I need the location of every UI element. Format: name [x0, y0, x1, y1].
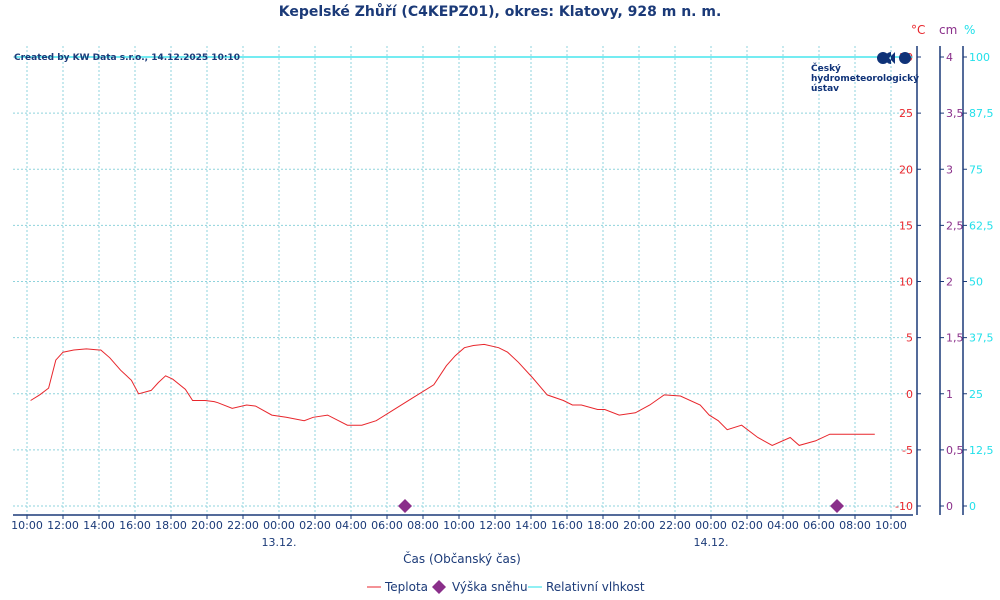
x-tick-label: 06:00 [371, 519, 403, 532]
x-tick-label: 14:00 [515, 519, 547, 532]
y-tick-label: 4 [946, 51, 953, 64]
x-tick-label: 04:00 [335, 519, 367, 532]
y-tick-label: 0 [969, 500, 976, 513]
x-tick-label: 14:00 [83, 519, 115, 532]
legend-snow-swatch [432, 580, 446, 594]
y-tick-label: 1 [946, 388, 953, 401]
x-tick-label: 22:00 [227, 519, 259, 532]
y-axis-unit: cm [939, 23, 957, 37]
x-tick-label: 12:00 [47, 519, 79, 532]
x-tick-label: 12:00 [479, 519, 511, 532]
y-tick-label: 12,5 [969, 444, 994, 457]
y-tick-label: -10 [895, 500, 913, 513]
x-tick-label: 20:00 [623, 519, 655, 532]
logo-text: hydrometeorologický [811, 74, 919, 84]
x-tick-label: 02:00 [731, 519, 763, 532]
x-tick-label: 18:00 [587, 519, 619, 532]
y-tick-label: 0,5 [946, 444, 964, 457]
x-tick-label: 22:00 [659, 519, 691, 532]
credit-text: Created by KW Data s.r.o., 14.12.2025 10… [14, 53, 240, 63]
y-tick-label: 37,5 [969, 332, 994, 345]
x-tick-label: 16:00 [119, 519, 151, 532]
date-label: 14.12. [694, 536, 729, 549]
y-tick-label: 50 [969, 276, 983, 289]
snow-marker [398, 499, 412, 513]
legend-snow-label: Výška sněhu [452, 580, 528, 594]
y-tick-label: 3 [946, 163, 953, 176]
x-tick-label: 02:00 [299, 519, 331, 532]
y-tick-label: 0 [906, 388, 913, 401]
x-tick-label: 20:00 [191, 519, 223, 532]
y-tick-label: 15 [899, 219, 913, 232]
y-tick-label: 0 [946, 500, 953, 513]
snow-marker [830, 499, 844, 513]
x-tick-label: 10:00 [11, 519, 43, 532]
y-tick-label: 10 [899, 276, 913, 289]
x-tick-label: 08:00 [407, 519, 439, 532]
date-label: 13.12. [262, 536, 297, 549]
x-tick-label: 16:00 [551, 519, 583, 532]
y-tick-label: -5 [902, 444, 913, 457]
x-tick-label: 06:00 [803, 519, 835, 532]
x-tick-label: 00:00 [695, 519, 727, 532]
y-tick-label: 100 [969, 51, 990, 64]
logo-text: ústav [811, 84, 839, 94]
chart-title: Kepelské Zhůří (C4KEPZ01), okres: Klatov… [279, 3, 722, 20]
logo-dot [899, 52, 911, 64]
y-tick-label: 25 [899, 107, 913, 120]
y-tick-label: 20 [899, 163, 913, 176]
y-tick-label: 2,5 [946, 219, 964, 232]
x-tick-label: 10:00 [443, 519, 475, 532]
temperature-line [30, 343, 875, 446]
y-tick-label: 75 [969, 163, 983, 176]
y-axis-unit: % [964, 23, 975, 37]
x-tick-label: 00:00 [263, 519, 295, 532]
y-tick-label: 87,5 [969, 107, 994, 120]
y-tick-label: 25 [969, 388, 983, 401]
x-axis-title: Čas (Občanský čas) [403, 551, 521, 566]
logo-mark [885, 52, 895, 64]
y-tick-label: 1,5 [946, 332, 964, 345]
y-tick-label: 3,5 [946, 107, 964, 120]
y-tick-label: 5 [906, 332, 913, 345]
legend-humidity-label: Relativní vlhkost [546, 580, 645, 594]
y-tick-label: 2 [946, 276, 953, 289]
x-tick-label: 04:00 [767, 519, 799, 532]
x-tick-label: 10:00 [875, 519, 907, 532]
y-axis-unit: °C [911, 23, 925, 37]
legend-temperature-label: Teplota [384, 580, 428, 594]
logo-text: Český [811, 62, 841, 74]
x-tick-label: 18:00 [155, 519, 187, 532]
x-tick-label: 08:00 [839, 519, 871, 532]
y-tick-label: 62,5 [969, 219, 994, 232]
